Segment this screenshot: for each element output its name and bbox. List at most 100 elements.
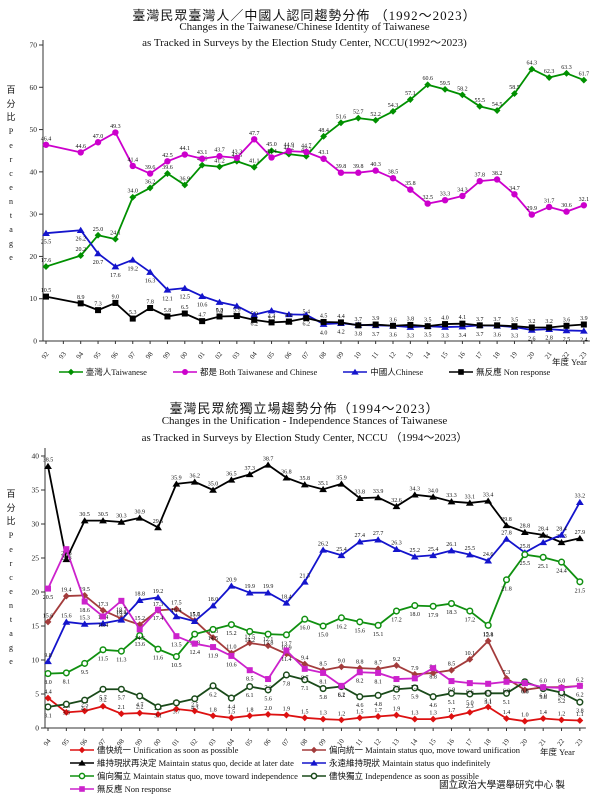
svg-text:30: 30 <box>32 520 40 529</box>
svg-text:8.1: 8.1 <box>319 679 327 685</box>
svg-text:8.8: 8.8 <box>356 660 364 666</box>
chart2-title-en-line2: as Tracked in Surveys by Election Study … <box>141 432 468 444</box>
legend-item: 儘快統一 Unification as soon as possible <box>70 744 302 756</box>
svg-text:18: 18 <box>491 350 502 361</box>
svg-text:01: 01 <box>196 350 207 361</box>
svg-text:41.2: 41.2 <box>214 158 225 164</box>
legend-item: 偏向獨立 Maintain status quo, move toward in… <box>70 770 302 782</box>
svg-text:4.4: 4.4 <box>268 314 276 320</box>
svg-text:34.3: 34.3 <box>457 187 468 193</box>
svg-text:40: 40 <box>30 167 38 176</box>
svg-text:30.5: 30.5 <box>79 512 90 518</box>
svg-text:14.5: 14.5 <box>134 636 145 642</box>
svg-text:1.5: 1.5 <box>301 709 309 715</box>
svg-text:34.0: 34.0 <box>428 488 439 494</box>
svg-text:21.5: 21.5 <box>300 573 311 579</box>
svg-text:47.0: 47.0 <box>93 134 104 140</box>
svg-text:12.8: 12.8 <box>483 632 494 638</box>
svg-text:20.2: 20.2 <box>75 247 86 253</box>
legend-marker-icon <box>58 368 83 376</box>
svg-text:16.0: 16.0 <box>300 626 311 632</box>
svg-text:4.0: 4.0 <box>320 331 328 337</box>
svg-text:27.7: 27.7 <box>373 531 384 537</box>
svg-text:3.7: 3.7 <box>476 317 484 323</box>
svg-text:3.9: 3.9 <box>372 316 380 322</box>
svg-text:57.1: 57.1 <box>405 91 416 97</box>
svg-text:17.2: 17.2 <box>465 618 476 624</box>
svg-text:12: 12 <box>387 350 398 361</box>
svg-text:16.1: 16.1 <box>116 610 127 616</box>
svg-text:5.6: 5.6 <box>264 696 272 702</box>
svg-text:4.6: 4.6 <box>429 703 437 709</box>
legend-marker-icon <box>449 369 474 375</box>
svg-text:1.2: 1.2 <box>338 711 346 717</box>
svg-text:23: 23 <box>578 350 589 361</box>
svg-text:25.5: 25.5 <box>465 546 476 552</box>
svg-text:17.6: 17.6 <box>110 273 121 279</box>
svg-text:20: 20 <box>526 350 537 361</box>
svg-text:17.3: 17.3 <box>153 602 164 608</box>
svg-text:50: 50 <box>30 125 38 134</box>
svg-text:2.4: 2.4 <box>580 337 588 343</box>
svg-text:0: 0 <box>33 337 37 346</box>
svg-text:2.0: 2.0 <box>264 706 272 712</box>
svg-text:60: 60 <box>30 83 38 92</box>
svg-text:62.3: 62.3 <box>544 69 555 75</box>
svg-text:29.5: 29.5 <box>153 519 164 525</box>
legend-item: 永遠維持現狀 Maintain status quo indefinitely <box>302 757 520 769</box>
svg-text:8.9: 8.9 <box>77 295 85 301</box>
svg-text:8.7: 8.7 <box>301 675 309 681</box>
svg-text:15.1: 15.1 <box>483 632 494 638</box>
svg-text:18.4: 18.4 <box>281 594 292 600</box>
chart1-year-axis-caption: 年度 Year <box>552 357 587 367</box>
legend-label: 無反應 Non response <box>97 784 172 794</box>
svg-text:28.8: 28.8 <box>520 524 531 530</box>
legend-label: 儘快獨立 Independence as soon as possible <box>329 771 479 781</box>
svg-text:19: 19 <box>508 350 519 361</box>
svg-text:8.8: 8.8 <box>429 675 437 681</box>
svg-text:25: 25 <box>32 554 40 563</box>
svg-text:12.1: 12.1 <box>263 637 274 643</box>
svg-text:95: 95 <box>92 350 103 361</box>
svg-text:45.0: 45.0 <box>266 142 277 148</box>
svg-text:25.5: 25.5 <box>520 561 531 567</box>
svg-text:35.8: 35.8 <box>405 181 416 187</box>
svg-text:54.3: 54.3 <box>388 103 399 109</box>
svg-text:3.3: 3.3 <box>407 334 415 340</box>
svg-text:38.5: 38.5 <box>388 170 399 176</box>
svg-text:46.4: 46.4 <box>41 136 52 142</box>
svg-text:44.6: 44.6 <box>75 144 86 150</box>
svg-text:06: 06 <box>262 737 273 748</box>
svg-text:13.6: 13.6 <box>134 642 145 648</box>
svg-text:4.6: 4.6 <box>285 313 293 319</box>
svg-text:25.1: 25.1 <box>538 564 549 570</box>
svg-text:1.4: 1.4 <box>539 710 547 716</box>
svg-text:5.9: 5.9 <box>558 694 566 700</box>
svg-text:41.4: 41.4 <box>128 157 139 163</box>
svg-text:11.9: 11.9 <box>208 654 218 660</box>
svg-text:8.1: 8.1 <box>374 679 382 685</box>
svg-text:27.3: 27.3 <box>538 534 549 540</box>
svg-text:25.0: 25.0 <box>93 227 104 233</box>
svg-text:19.9: 19.9 <box>244 584 255 590</box>
svg-text:99: 99 <box>134 737 145 748</box>
svg-text:2.5: 2.5 <box>563 337 571 343</box>
svg-text:5.7: 5.7 <box>99 696 107 702</box>
svg-text:15.0: 15.0 <box>318 633 329 639</box>
svg-text:6.6: 6.6 <box>466 690 474 696</box>
svg-text:9.8: 9.8 <box>44 653 52 659</box>
svg-text:26.3: 26.3 <box>61 556 72 562</box>
svg-text:21.5: 21.5 <box>575 588 586 594</box>
svg-text:35.0: 35.0 <box>208 482 219 488</box>
svg-text:18.6: 18.6 <box>79 608 90 614</box>
svg-text:12.1: 12.1 <box>162 296 173 302</box>
svg-text:3.1: 3.1 <box>154 713 162 719</box>
svg-text:29.8: 29.8 <box>501 517 512 523</box>
svg-text:20.7: 20.7 <box>93 260 104 266</box>
svg-text:24.4: 24.4 <box>556 569 567 575</box>
legend-marker-icon <box>302 759 326 766</box>
svg-text:49.3: 49.3 <box>110 124 121 130</box>
svg-text:3.5: 3.5 <box>511 318 519 324</box>
